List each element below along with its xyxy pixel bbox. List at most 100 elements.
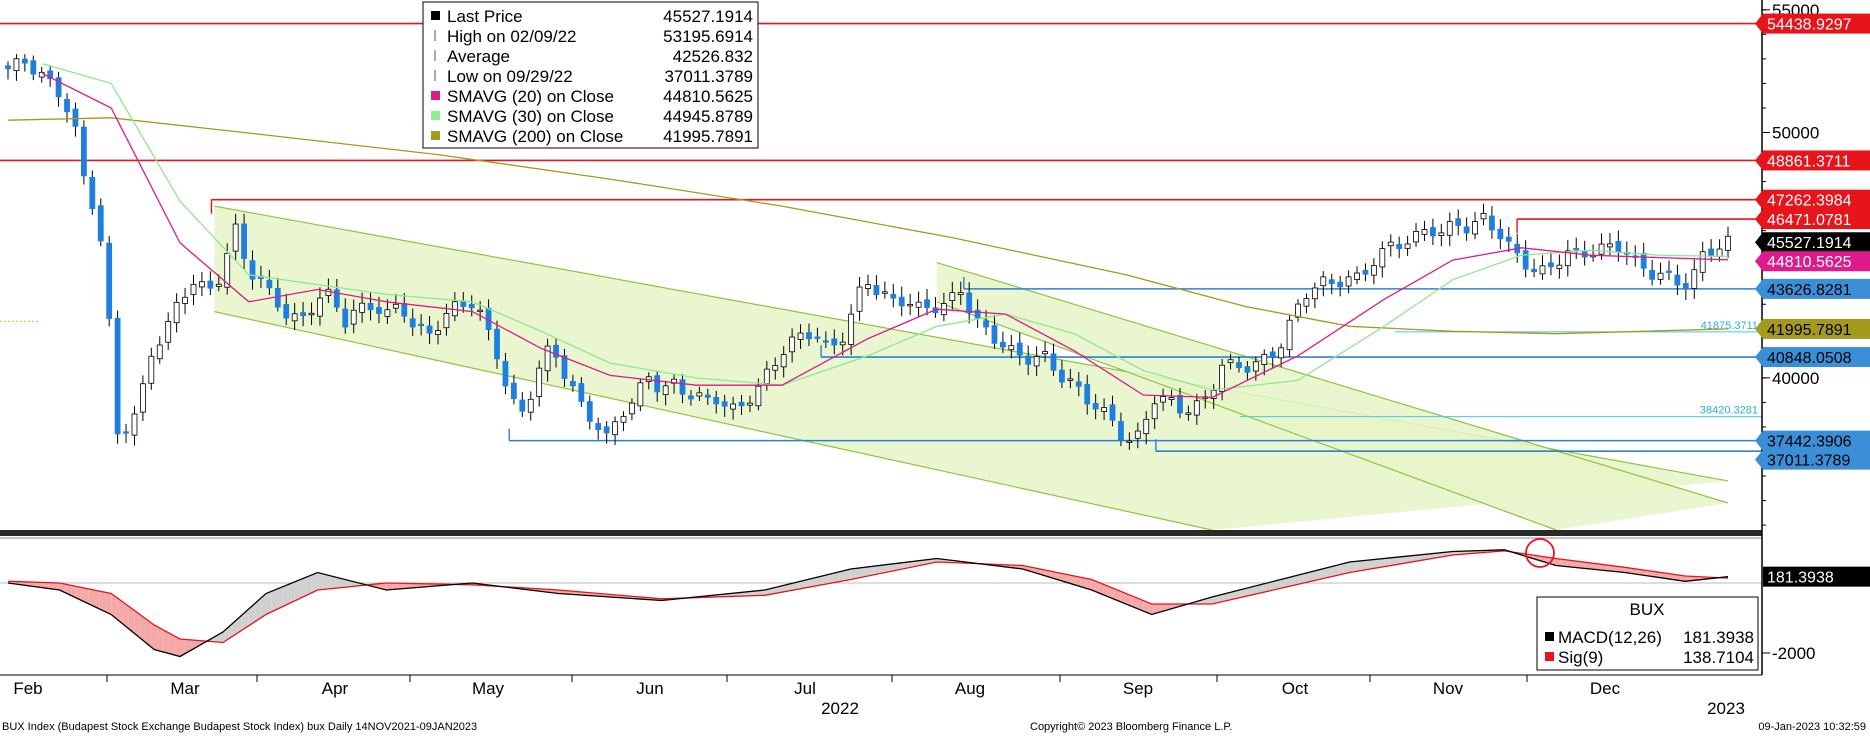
macd-fill <box>1573 560 1579 568</box>
candle-body <box>1219 364 1226 392</box>
macd-fill <box>804 578 811 588</box>
candle-body <box>1649 269 1656 280</box>
candle-body <box>1674 274 1681 286</box>
sma200-line <box>7 117 1729 335</box>
macd-legend-title: BUX <box>1630 600 1665 619</box>
macd-fill <box>1303 572 1310 583</box>
crossover-circle <box>1525 538 1555 568</box>
price-tag-bg <box>1763 13 1870 34</box>
price-tag-label: 47262.3984 <box>1767 193 1852 210</box>
candle-body <box>1362 269 1369 275</box>
macd-fill <box>1114 588 1121 602</box>
macd-fill <box>42 582 49 589</box>
candle-body <box>1522 250 1529 270</box>
copyright-text: Copyright© 2023 Bloomberg Finance L.P. <box>1030 721 1232 733</box>
candle-body <box>1126 440 1133 443</box>
macd-fill <box>271 588 278 612</box>
candle-body <box>148 355 155 384</box>
macd-legend-box <box>1536 596 1759 671</box>
price-tag-arrow <box>1755 189 1763 210</box>
macd-fill <box>65 584 72 596</box>
channel-bottom-line-1 <box>936 301 1557 531</box>
price-tick-label: 40000 <box>1772 369 1819 388</box>
candle-body <box>350 309 357 325</box>
year-label: 2023 <box>1707 699 1745 718</box>
macd-fill <box>1131 595 1138 609</box>
signal-line <box>7 550 1729 644</box>
price-tags: 54438.9297 48861.3711 47262.3984 46471.0781… <box>1755 13 1870 587</box>
price-tag-bg <box>1763 251 1870 272</box>
candle-body <box>308 312 315 316</box>
candle-body <box>1607 243 1613 248</box>
candle-body <box>873 285 880 296</box>
candle-body <box>1387 241 1394 247</box>
price-tag-arrow <box>1755 449 1763 470</box>
macd-fill <box>1091 579 1098 593</box>
candle-body <box>966 292 973 313</box>
macd-fill <box>243 608 249 630</box>
candle-body <box>679 379 686 395</box>
macd-fill <box>1561 559 1568 567</box>
candle-body <box>865 284 871 289</box>
candle-body <box>1286 319 1293 351</box>
macd-fill <box>747 591 754 596</box>
macd-fill <box>111 593 117 620</box>
macd-fill <box>134 610 140 638</box>
macd-fill <box>1240 588 1247 598</box>
candle-body <box>1311 287 1318 300</box>
candle-body <box>165 321 172 343</box>
candle-body <box>1564 250 1571 267</box>
macd-fill <box>317 572 324 590</box>
macd-legend-swatch <box>1545 652 1554 661</box>
price-tag-label: 46471.0781 <box>1767 212 1852 229</box>
candle-body <box>1210 390 1217 399</box>
candle-body <box>629 402 635 415</box>
candle-body <box>5 65 11 70</box>
month-label: Apr <box>322 679 349 698</box>
macd-fill <box>1326 566 1333 578</box>
macd-fill <box>409 583 416 589</box>
macd-fill <box>833 571 840 583</box>
macd-fill <box>99 591 106 612</box>
macd-legend-value: 138.7104 <box>1683 648 1754 667</box>
candle-body <box>89 177 96 210</box>
macd-line <box>7 549 1729 658</box>
macd-fill <box>157 626 163 652</box>
macd-fill <box>822 574 828 585</box>
macd-fill <box>1372 559 1379 569</box>
macd-panel <box>0 538 1762 658</box>
macd-fill <box>71 585 77 599</box>
candle-body <box>494 328 500 360</box>
fib-label-1: 38420.3281 <box>1700 405 1758 417</box>
legend-value: 45527.1914 <box>663 7 753 26</box>
macd-fill <box>862 566 868 578</box>
macd-fill <box>1252 585 1258 595</box>
candle-body <box>696 392 703 397</box>
candle-body <box>755 385 762 407</box>
candle-body <box>1269 351 1276 358</box>
macd-fill <box>1212 595 1218 604</box>
candle-body <box>797 332 804 340</box>
legend-label: SMAVG (30) on Close <box>447 107 614 126</box>
macd-fill <box>1613 565 1620 572</box>
candle-body <box>1008 345 1015 351</box>
candle-body <box>1244 366 1251 373</box>
macd-fill <box>1108 586 1115 600</box>
macd-fill <box>128 606 135 634</box>
macd-fill <box>1418 554 1425 561</box>
candle-body <box>72 108 79 127</box>
candle-body <box>156 344 163 360</box>
candle-body <box>1615 240 1622 253</box>
macd-fill <box>1624 567 1631 574</box>
macd-fill <box>782 584 788 593</box>
candle-body <box>1067 378 1074 381</box>
candle-body <box>106 242 113 319</box>
candle-body <box>477 309 484 313</box>
legend-value: 44945.8789 <box>663 107 753 126</box>
candle-body <box>1227 359 1234 363</box>
timestamp-text: 09-Jan-2023 10:32:59 <box>1758 721 1866 733</box>
macd-legend-value: 181.3938 <box>1683 628 1754 647</box>
legend-label: SMAVG (20) on Close <box>447 87 614 106</box>
candle-body <box>738 401 745 407</box>
candle-body <box>1050 353 1057 371</box>
